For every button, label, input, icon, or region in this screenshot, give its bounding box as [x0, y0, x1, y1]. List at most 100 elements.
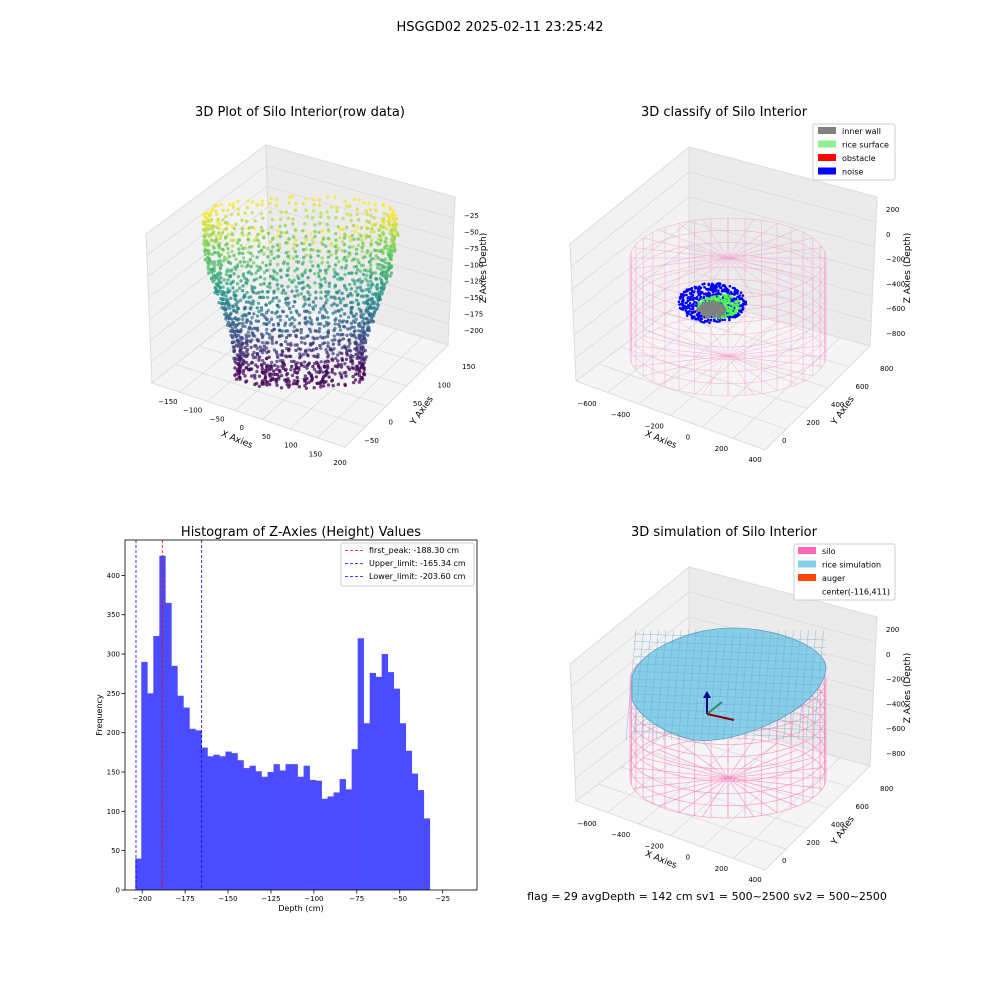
noise-point [677, 300, 681, 304]
simulation-3d-panel: 3D simulation of Silo Interior −600−400−… [569, 525, 913, 884]
data-point [351, 374, 355, 379]
data-point [383, 240, 388, 244]
noise-point [691, 295, 694, 299]
histogram-bar [147, 693, 154, 890]
data-point [305, 363, 310, 368]
data-point [247, 295, 251, 300]
histogram-bar [273, 764, 280, 890]
data-point [232, 309, 237, 313]
rice-surface-point [724, 302, 728, 305]
data-point [250, 211, 255, 215]
data-point [381, 218, 385, 223]
data-point [299, 292, 303, 296]
data-point [277, 375, 281, 379]
histogram-bar [237, 760, 244, 890]
data-point [349, 306, 353, 310]
data-point [377, 263, 381, 267]
data-point [226, 278, 230, 282]
data-point [255, 314, 260, 318]
data-point [322, 324, 326, 328]
data-point [256, 301, 261, 305]
data-point [327, 281, 332, 286]
noise-point [693, 297, 696, 300]
data-point [317, 271, 321, 275]
data-point [381, 265, 386, 270]
data-point [276, 248, 280, 252]
data-point [292, 325, 296, 329]
data-point [358, 269, 363, 273]
data-point [264, 311, 269, 315]
data-point [389, 228, 393, 232]
data-point [356, 279, 360, 283]
data-point [299, 340, 304, 344]
data-point [340, 277, 345, 281]
legend-label: first_peak: -188.30 cm [369, 546, 459, 555]
data-point [275, 262, 280, 267]
x-tick-label: −175 [175, 895, 194, 903]
data-point [296, 260, 301, 264]
histogram-bar [255, 771, 262, 890]
grid-line [146, 165, 267, 256]
rice-surface-point [723, 296, 727, 300]
data-point [236, 199, 240, 203]
data-point [356, 292, 360, 297]
data-point [304, 247, 308, 251]
rice-surface-point [717, 296, 721, 300]
data-point [203, 244, 207, 248]
data-point [235, 264, 240, 269]
data-point [313, 272, 317, 276]
data-point [230, 280, 234, 284]
grid-line [268, 227, 452, 282]
data-point [233, 366, 237, 370]
noise-point [718, 282, 721, 285]
data-point [226, 320, 230, 324]
data-point [243, 211, 247, 215]
silo-spoke [727, 777, 754, 817]
histogram-bar [303, 765, 310, 890]
tick-label: −400 [886, 700, 905, 708]
tick-label: −175 [464, 311, 483, 319]
data-point [227, 203, 232, 207]
data-point [284, 336, 289, 340]
data-point [231, 286, 235, 290]
data-point [231, 345, 236, 349]
data-point [355, 212, 359, 217]
data-point [342, 325, 347, 329]
data-point [269, 372, 273, 376]
rice-mesh-line [633, 648, 827, 656]
data-point [253, 373, 257, 377]
tick-label: −150 [158, 398, 177, 406]
rice-mesh-line [633, 731, 827, 738]
noise-point [688, 298, 692, 302]
data-point [330, 303, 334, 308]
noise-point [698, 289, 701, 293]
grid-line [267, 186, 454, 240]
data-point [241, 368, 246, 373]
data-point [293, 208, 298, 212]
rice-mesh-line [760, 629, 772, 741]
sim-x-axis-label: X Axies [643, 849, 678, 871]
data-point [259, 332, 264, 336]
data-point [263, 377, 267, 381]
data-point [356, 302, 360, 307]
classify-3d-title: 3D classify of Silo Interior [641, 105, 808, 120]
data-point [323, 276, 327, 281]
data-point [318, 369, 322, 373]
data-point [325, 298, 329, 302]
data-point [228, 261, 233, 266]
data-point [353, 282, 357, 286]
data-point [269, 197, 273, 201]
noise-point [709, 319, 713, 322]
data-point [290, 321, 294, 326]
tick-label: 200 [886, 206, 899, 214]
data-point [343, 199, 347, 204]
data-point [370, 320, 374, 324]
data-point [322, 364, 326, 368]
data-point [206, 219, 211, 223]
data-point [360, 245, 364, 250]
noise-point [682, 306, 686, 310]
data-point [241, 317, 245, 322]
data-point [324, 271, 328, 275]
data-point [345, 333, 349, 338]
data-point [334, 216, 338, 220]
